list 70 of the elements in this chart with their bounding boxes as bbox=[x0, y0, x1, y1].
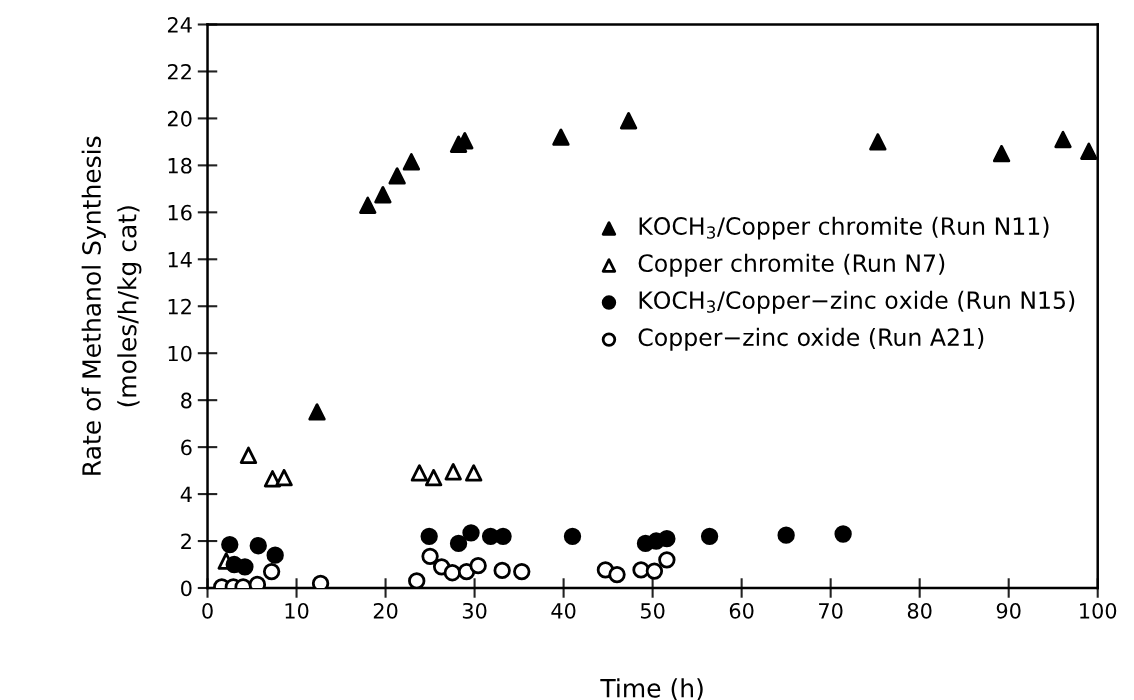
point bbox=[262, 562, 281, 581]
x-tick-label: 70 bbox=[819, 602, 843, 619]
point bbox=[462, 524, 480, 542]
x-tick-label: 10 bbox=[285, 602, 309, 619]
y-tick-label: 4 bbox=[180, 486, 192, 502]
x-axis-title: Time (h) bbox=[600, 678, 703, 700]
y-tick-label: 6 bbox=[181, 439, 192, 456]
x-tick-label: 50 bbox=[640, 602, 665, 619]
x-tick-label: 40 bbox=[551, 602, 576, 619]
point bbox=[465, 464, 483, 482]
point bbox=[608, 565, 626, 584]
point bbox=[513, 562, 531, 581]
point bbox=[658, 530, 676, 548]
point bbox=[236, 558, 254, 576]
point bbox=[359, 196, 377, 214]
point bbox=[444, 463, 462, 481]
y-tick-label: 12 bbox=[168, 298, 191, 315]
point bbox=[374, 186, 392, 204]
y-tick-label: 20 bbox=[167, 110, 192, 127]
y-tick-label: 14 bbox=[168, 252, 192, 268]
point bbox=[249, 537, 267, 555]
x-tick-label: 60 bbox=[729, 602, 754, 619]
point bbox=[1054, 130, 1072, 149]
point bbox=[700, 527, 719, 546]
point bbox=[1080, 142, 1098, 160]
y-tick-label: 10 bbox=[168, 345, 192, 362]
y-tick-label: 24 bbox=[167, 16, 192, 33]
x-tick-label: 20 bbox=[373, 602, 398, 619]
x-tick-label: 80 bbox=[907, 602, 932, 619]
y-tick-label: 22 bbox=[167, 63, 191, 80]
point bbox=[402, 153, 421, 171]
y-axis-title: Rate of Methanol Synthesis (moles/h/kg cat) bbox=[81, 136, 142, 475]
point bbox=[275, 468, 293, 487]
point bbox=[658, 551, 676, 569]
legend-label: KOCH$_{3}$/Copper−zinc oxide (Run N15) bbox=[639, 290, 1075, 314]
y-tick-label: 2 bbox=[181, 533, 191, 549]
point bbox=[443, 564, 461, 582]
point bbox=[221, 535, 239, 554]
point bbox=[408, 572, 426, 588]
point bbox=[645, 562, 664, 580]
point bbox=[388, 167, 406, 185]
x-tick-label: 0 bbox=[202, 602, 213, 619]
y-tick-label: 18 bbox=[168, 157, 192, 174]
point bbox=[421, 547, 439, 565]
y-tick-label: 8 bbox=[181, 392, 192, 409]
point bbox=[410, 464, 429, 482]
x-tick-label: 30 bbox=[462, 602, 487, 619]
point bbox=[266, 546, 284, 564]
y-tick-label: 16 bbox=[168, 204, 192, 221]
point bbox=[420, 527, 438, 546]
point bbox=[619, 112, 638, 130]
y-tick-label: 0 bbox=[181, 580, 192, 597]
point bbox=[493, 561, 511, 580]
point bbox=[494, 527, 512, 546]
point bbox=[308, 403, 326, 421]
point bbox=[552, 128, 570, 146]
point bbox=[777, 526, 795, 544]
point bbox=[449, 534, 468, 553]
legend-label: Copper−zinc oxide (Run A21) bbox=[638, 327, 984, 351]
point bbox=[992, 144, 1011, 163]
x-tick-label: 90 bbox=[996, 602, 1021, 619]
point bbox=[424, 468, 443, 487]
point bbox=[469, 557, 487, 575]
legend-label: KOCH$_{3}$/Copper chromite (Run N11) bbox=[639, 216, 1049, 240]
point bbox=[869, 133, 887, 151]
legend-label: Copper chromite (Run N7) bbox=[638, 253, 945, 277]
point bbox=[563, 527, 582, 546]
point bbox=[239, 446, 258, 465]
x-tick-label: 100 bbox=[1080, 602, 1117, 619]
point bbox=[834, 525, 852, 543]
